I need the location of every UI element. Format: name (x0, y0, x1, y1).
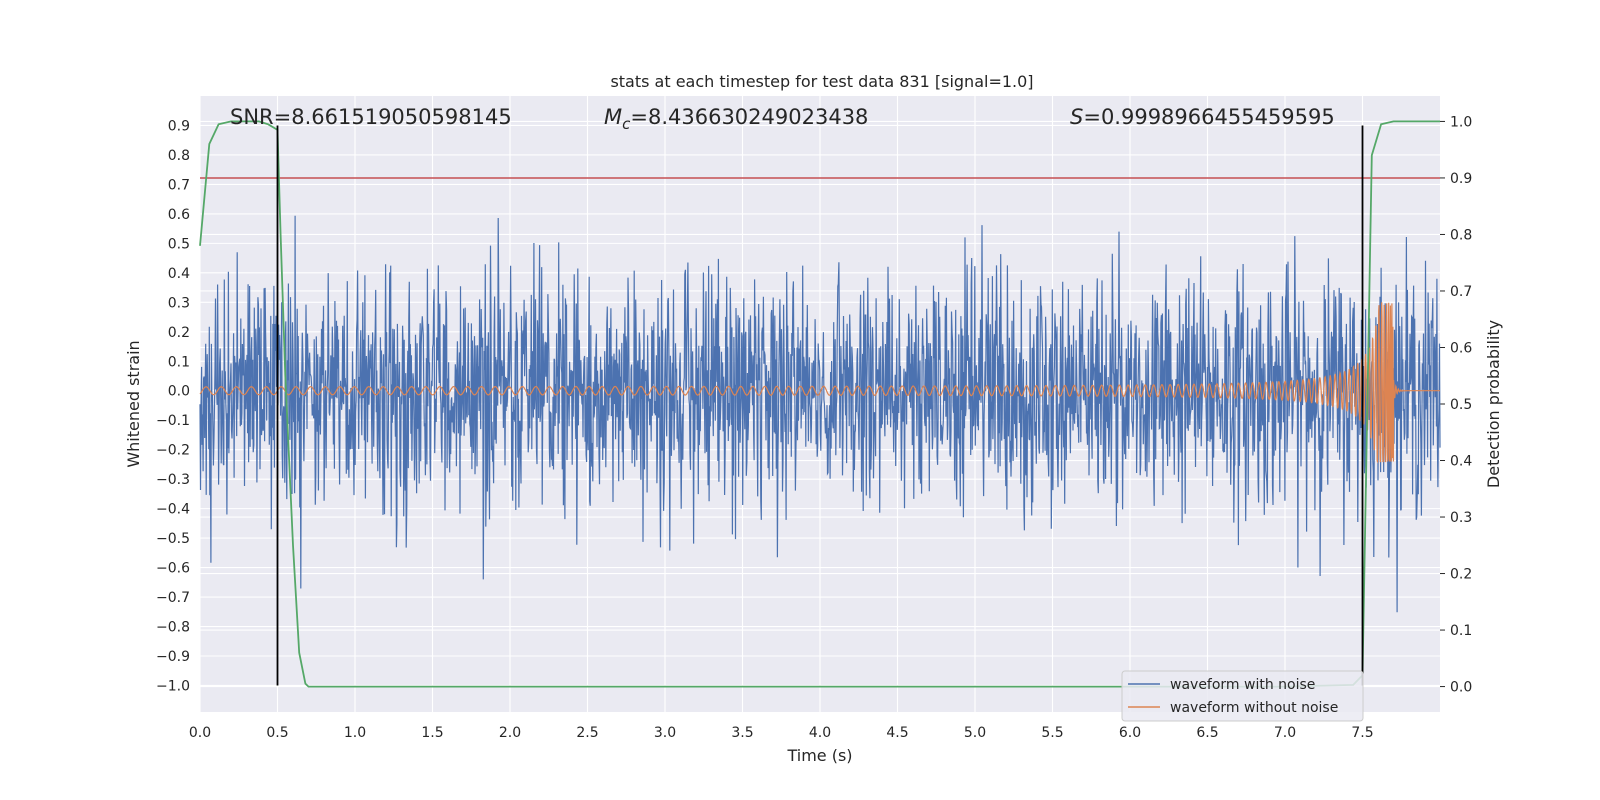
x-tick-label: 3.5 (731, 725, 753, 741)
x-tick-label: 3.0 (654, 725, 676, 741)
snr-annotation: SNR=8.661519050598145 (230, 105, 512, 129)
y-tick-label: −0.4 (156, 502, 190, 518)
mc-annotation: Mc=8.436630249023438 (604, 105, 868, 133)
y2-tick-label: 0.8 (1450, 227, 1472, 243)
x-tick-label: 4.5 (886, 725, 908, 741)
x-tick-label: 6.0 (1119, 725, 1141, 741)
legend: waveform with noise waveform without noi… (1121, 670, 1364, 722)
y2-tick-label: 0.1 (1450, 623, 1472, 639)
y-axis-label: Whitened strain (124, 340, 143, 467)
legend-label-noise: waveform with noise (1170, 677, 1315, 693)
y-tick-label: −0.2 (156, 443, 190, 459)
y-tick-label: 0.9 (168, 118, 190, 134)
s-annotation: S=0.9998966455459595 (1070, 105, 1335, 129)
y-tick-label: −0.1 (156, 413, 190, 429)
y-tick-label: −0.6 (156, 561, 190, 577)
y-tick-label: 0.7 (168, 177, 190, 193)
y2-tick-label: 0.6 (1450, 340, 1472, 356)
y-tick-label: 0.4 (168, 266, 190, 282)
y-tick-label: −0.5 (156, 531, 190, 547)
x-tick-label: 2.5 (576, 725, 598, 741)
axes: 0.0 0.5 1.0 1.5 2.0 2.5 3.0 3.5 4.0 4.5 5.0 5.5 6.0 6… (156, 114, 1472, 741)
x-tick-label: 0.5 (266, 725, 288, 741)
y2-axis-label: Detection probability (1484, 320, 1503, 488)
x-tick-label: 6.5 (1196, 725, 1218, 741)
y-tick-label: 0.6 (168, 207, 190, 223)
x-tick-label: 0.0 (189, 725, 211, 741)
y-tick-label: 0.3 (168, 295, 190, 311)
y2-tick-label: 0.0 (1450, 680, 1472, 696)
y-tick-label: 0.0 (168, 384, 190, 400)
y-tick-label: −0.7 (156, 590, 190, 606)
y2-tick-label: 0.2 (1450, 567, 1472, 583)
x-tick-label: 2.0 (499, 725, 521, 741)
legend-label-clean: waveform without noise (1170, 700, 1338, 716)
y2-tick-label: 0.9 (1450, 171, 1472, 187)
y2-tick-label: 0.5 (1450, 397, 1472, 413)
x-tick-label: 1.5 (421, 725, 443, 741)
y-tick-label: 0.2 (168, 325, 190, 341)
clean-waveform-line (199, 302, 1440, 464)
x-axis-label: Time (s) (786, 746, 852, 765)
y-tick-label: −0.8 (156, 620, 190, 636)
chart-title: stats at each timestep for test data 831… (610, 72, 1033, 91)
noisy-waveform-line (199, 215, 1441, 613)
x-tick-label: 7.5 (1351, 725, 1373, 741)
y-tick-label: 0.8 (168, 148, 190, 164)
y2-tick-label: 0.4 (1450, 454, 1472, 470)
y-tick-label: −1.0 (156, 678, 190, 694)
y2-tick-label: 0.3 (1450, 510, 1472, 526)
x-tick-label: 1.0 (344, 725, 366, 741)
legend-box (1121, 670, 1364, 722)
y-tick-label: −0.3 (156, 472, 190, 488)
y-tick-label: −0.9 (156, 649, 190, 665)
y-tick-label: 0.5 (168, 236, 190, 252)
x-tick-label: 7.0 (1274, 725, 1296, 741)
y-tick-label: 0.1 (168, 354, 190, 370)
x-tick-label: 5.5 (1041, 725, 1063, 741)
y2-tick-label: 0.7 (1450, 284, 1472, 300)
x-tick-label: 5.0 (964, 725, 986, 741)
x-tick-label: 4.0 (809, 725, 831, 741)
y2-tick-label: 1.0 (1450, 114, 1472, 130)
